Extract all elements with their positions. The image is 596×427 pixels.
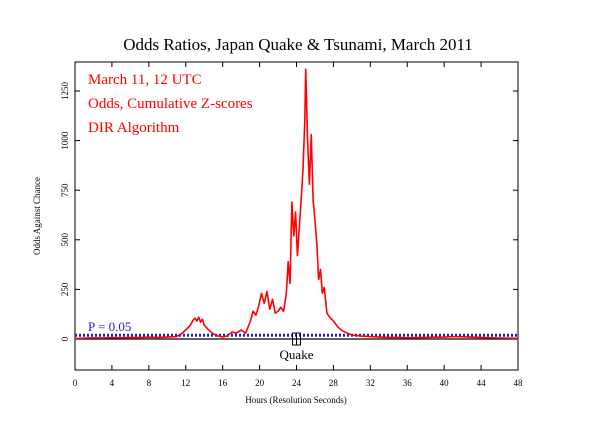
x-tick-label: 32: [366, 378, 375, 388]
y-tick-label: 0: [60, 336, 70, 341]
p-threshold-label: P = 0.05: [88, 319, 131, 334]
x-tick-label: 36: [403, 378, 413, 388]
y-axis: 0 250 500 750 1000 1250: [60, 82, 518, 341]
x-tick-label: 48: [514, 378, 524, 388]
chart-title: Odds Ratios, Japan Quake & Tsunami, Marc…: [123, 35, 473, 54]
annotation-line: DIR Algorithm: [88, 120, 180, 136]
y-tick-label: 750: [60, 183, 70, 197]
series-layer: [74, 68, 519, 340]
x-tick-label: 8: [147, 378, 152, 388]
annotations: March 11, 12 UTC Odds, Cumulative Z-score…: [88, 72, 253, 136]
x-tick-label: 16: [218, 378, 228, 388]
event-label: Quake: [280, 347, 314, 362]
x-tick-label: 12: [181, 378, 190, 388]
x-tick-label: 20: [255, 378, 265, 388]
y-tick-label: 1250: [60, 82, 70, 101]
x-tick-label: 28: [329, 378, 339, 388]
y-axis-label: Odds Against Chance: [32, 177, 42, 255]
y-tick-label: 500: [60, 233, 70, 247]
annotation-line: March 11, 12 UTC: [88, 72, 202, 88]
x-axis-label: Hours (Resolution Seconds): [245, 395, 347, 405]
y-tick-label: 250: [60, 282, 70, 296]
x-tick-label: 0: [73, 378, 78, 388]
series-line: [74, 68, 519, 340]
x-tick-label: 40: [440, 378, 450, 388]
x-tick-label: 4: [110, 378, 115, 388]
x-tick-label: 24: [292, 378, 302, 388]
annotation-line: Odds, Cumulative Z-scores: [88, 96, 253, 112]
x-tick-label: 44: [477, 378, 487, 388]
event-marker: Quake: [280, 332, 314, 362]
y-tick-label: 1000: [60, 131, 70, 150]
